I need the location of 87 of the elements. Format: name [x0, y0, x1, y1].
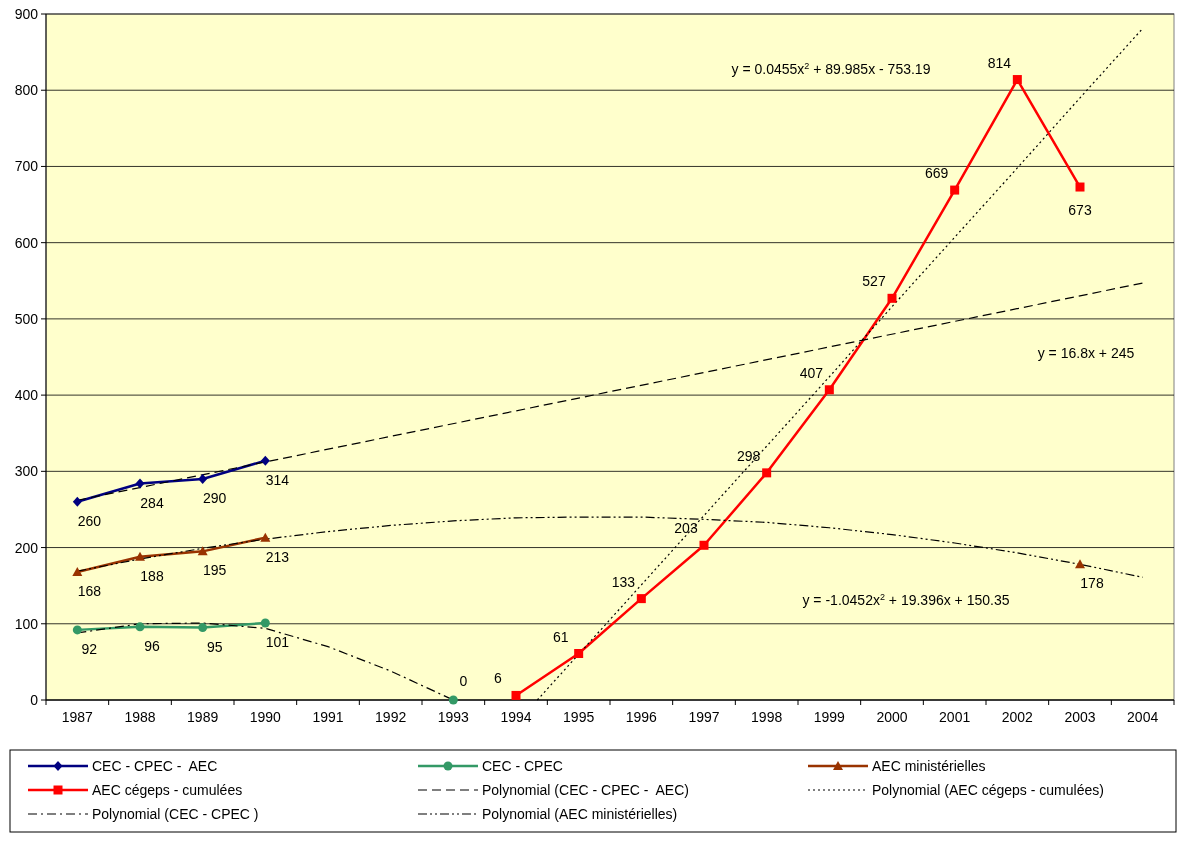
point [135, 551, 145, 561]
legend-label: Polynomial (CEC - CPEC ) [92, 806, 259, 822]
data-label: 188 [140, 567, 164, 584]
point [1012, 75, 1022, 85]
data-label: 314 [265, 471, 290, 488]
y-tick-label: 700 [14, 158, 39, 175]
point [636, 594, 646, 604]
x-tick-label: 1992 [375, 709, 407, 725]
x-tick-label: 2002 [1001, 709, 1034, 725]
x-tick-label: 1996 [625, 709, 658, 725]
point [197, 546, 208, 556]
data-label: 6 [494, 670, 503, 687]
data-label: 195 [202, 562, 227, 579]
legend-label: CEC - CPEC - AEC [92, 758, 218, 774]
data-label: 298 [736, 447, 761, 464]
x-tick-label: 1998 [751, 709, 783, 725]
legend-label: CEC - CPEC [482, 758, 563, 774]
point [72, 625, 82, 635]
x-tick-label: 2003 [1064, 709, 1096, 725]
x-tick-label: 1999 [813, 709, 846, 725]
y-tick-label: 500 [14, 310, 39, 327]
point [574, 649, 584, 658]
data-label: 673 [1068, 202, 1092, 219]
point [824, 385, 834, 395]
data-label: 61 [552, 628, 569, 645]
y-tick-label: 100 [14, 615, 39, 632]
data-label: 407 [799, 364, 824, 381]
point [511, 690, 521, 700]
point [950, 185, 960, 195]
data-label: 92 [81, 640, 98, 657]
y-tick-label: 900 [14, 6, 39, 22]
data-label: 168 [77, 582, 102, 599]
x-tick-label: 1990 [249, 709, 282, 725]
x-tick-label: 1997 [688, 709, 720, 725]
y-tick-label: 800 [14, 82, 39, 99]
x-tick-label: 1988 [124, 709, 156, 725]
data-label: 290 [202, 489, 227, 506]
point [135, 622, 145, 632]
annotation: y = 16.8x + 245 [1037, 345, 1135, 361]
data-label: 95 [206, 638, 223, 655]
data-label: 178 [1080, 575, 1104, 592]
x-tick-label: 1991 [312, 709, 344, 725]
legend-label: Polynomial (AEC cégeps - cumulées) [872, 782, 1104, 798]
annotation: y = 0.0455x$^{2}$ + 89.985x - 753.19 [731, 61, 931, 77]
data-label: 96 [144, 637, 160, 654]
x-tick-label: 2004 [1127, 709, 1159, 725]
x-tick-label: 2001 [939, 709, 971, 725]
point [72, 496, 82, 507]
data-label: 669 [924, 165, 949, 182]
point [260, 455, 270, 466]
point [762, 468, 772, 478]
legend-label: AEC ministérielles [872, 758, 986, 774]
y-tick-label: 600 [14, 234, 39, 251]
x-tick-label: 1987 [61, 709, 94, 725]
data-label: 0 [459, 673, 468, 689]
point [1075, 559, 1085, 569]
legend-label: Polynomial (AEC ministérielles) [482, 806, 678, 822]
point [72, 566, 83, 576]
data-label: 133 [611, 573, 636, 590]
data-label: 101 [265, 634, 290, 651]
y-tick-label: 300 [14, 463, 39, 480]
y-tick-label: 400 [14, 387, 39, 404]
x-tick-label: 1995 [563, 709, 595, 725]
x-tick-label: 1989 [187, 709, 219, 725]
point [260, 532, 271, 542]
data-label: 527 [862, 273, 886, 290]
point [198, 623, 208, 633]
point [699, 540, 709, 550]
data-label: 814 [987, 54, 1012, 71]
data-label: 260 [77, 512, 102, 529]
point [260, 618, 270, 628]
legend-label: Polynomial (CEC - CPEC - AEC) [482, 782, 689, 798]
legend-label: AEC cégeps - cumulées [92, 782, 243, 798]
point [198, 473, 208, 484]
y-tick-label: 200 [14, 539, 39, 556]
y-tick-label: 0 [30, 692, 39, 708]
point [135, 478, 145, 489]
x-tick-label: 1993 [437, 709, 470, 725]
point [1075, 182, 1085, 192]
point [887, 293, 897, 303]
point [448, 695, 458, 705]
data-label: 284 [140, 494, 164, 511]
annotation: y = -1.0452x$^{2}$ + 19.396x + 150.35 [802, 592, 1010, 608]
data-label: 213 [265, 548, 290, 565]
x-tick-label: 2000 [876, 709, 908, 725]
data-label: 203 [674, 520, 698, 537]
x-tick-label: 1994 [500, 709, 532, 725]
